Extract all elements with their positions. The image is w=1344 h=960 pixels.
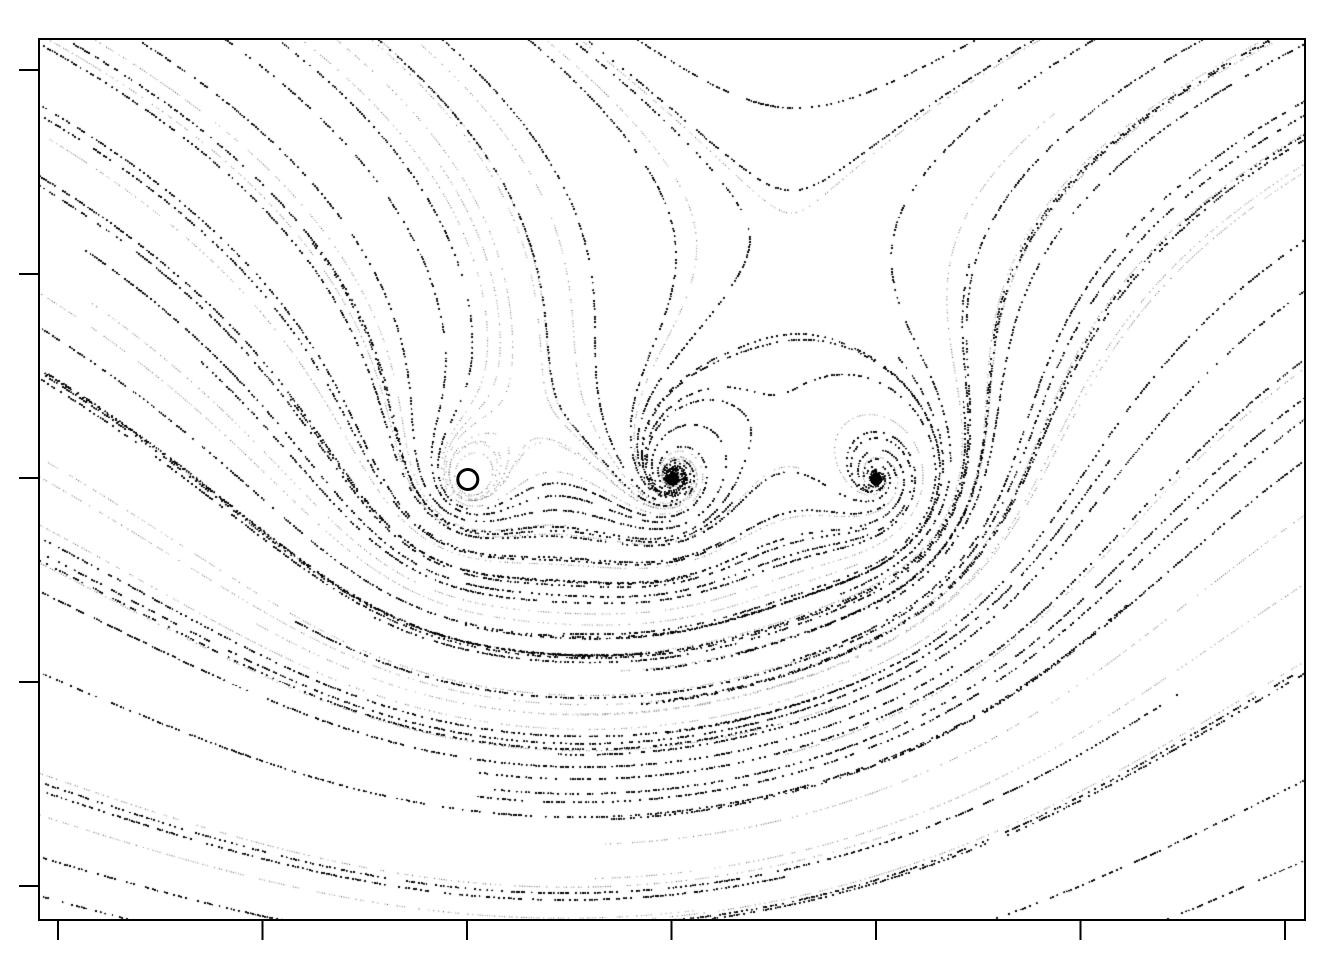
spiral-focus-marker (666, 473, 678, 486)
x-axis-ticks (57, 921, 1286, 940)
y-axis-ticks (19, 69, 38, 887)
singularity-markers (456, 468, 883, 491)
plot-frame (38, 38, 1306, 921)
spiral-focus-marker (870, 473, 883, 486)
hollow-vortex-marker (456, 468, 480, 491)
